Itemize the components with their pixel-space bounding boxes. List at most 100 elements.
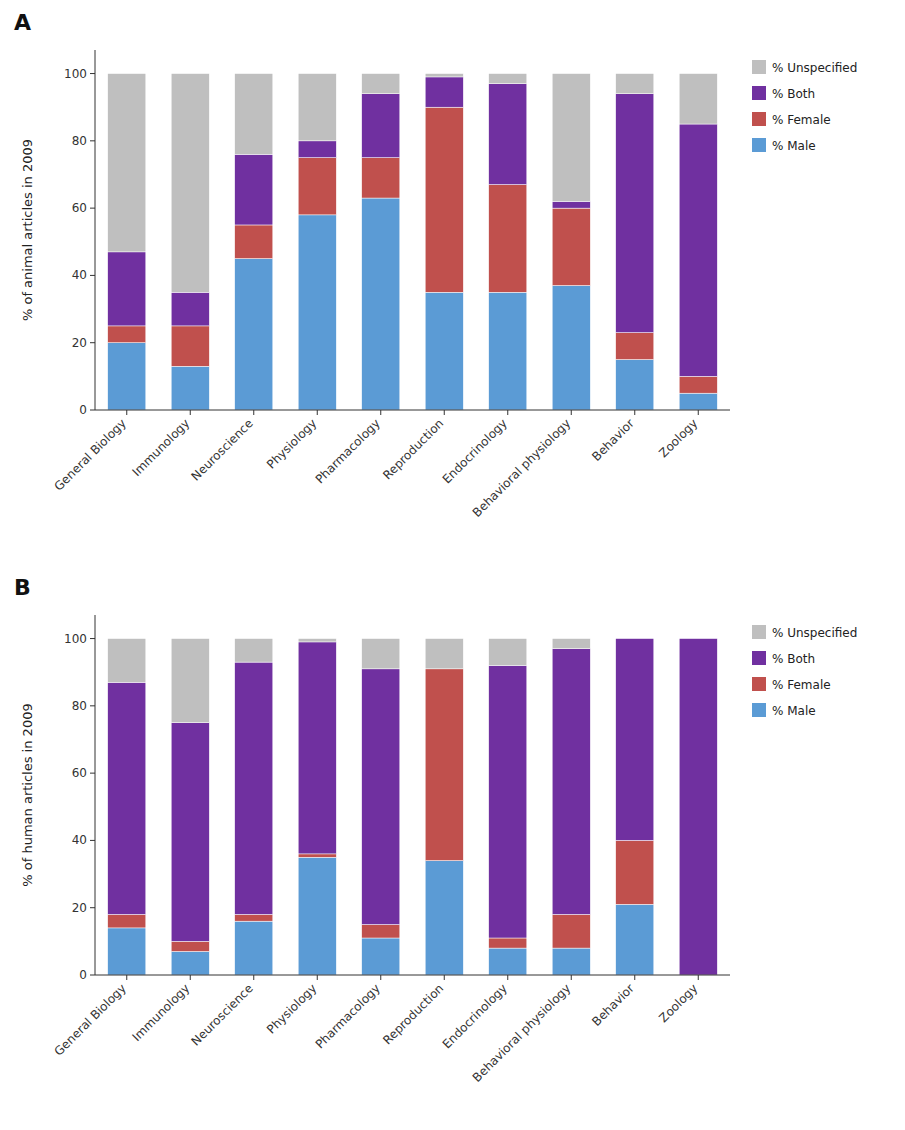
y-tick	[90, 73, 95, 74]
y-tick-label: 20	[72, 336, 87, 350]
x-tick-label: Pharmacology	[313, 981, 383, 1051]
x-tick-label: Behavioral physiology	[470, 416, 574, 520]
bar	[679, 638, 717, 639]
x-tick-label: Behavior	[589, 416, 637, 464]
x-tick	[380, 975, 381, 980]
y-tick	[90, 705, 95, 706]
legend-swatch	[752, 112, 766, 126]
y-tick	[90, 638, 95, 639]
y-tick	[90, 342, 95, 343]
y-tick	[90, 840, 95, 841]
bar	[616, 904, 654, 975]
bar	[425, 74, 463, 77]
bar	[298, 141, 336, 158]
bars	[108, 639, 718, 975]
y-tick	[90, 975, 95, 976]
x-tick	[571, 410, 572, 415]
bar	[235, 74, 273, 155]
bar	[552, 639, 590, 649]
bar	[171, 366, 209, 410]
y-tick-label: 100	[64, 67, 87, 81]
bar	[552, 948, 590, 975]
bar	[235, 921, 273, 975]
legend-label: % Female	[772, 113, 831, 127]
bar	[362, 74, 400, 94]
x-tick-label: Neuroscience	[189, 981, 256, 1048]
bar	[679, 74, 717, 124]
bar	[425, 107, 463, 292]
bar	[171, 74, 209, 293]
bar	[679, 639, 717, 975]
y-tick-label: 60	[72, 766, 87, 780]
y-tick-label: 80	[72, 699, 87, 713]
bar	[298, 642, 336, 854]
x-tick	[444, 410, 445, 415]
bar	[616, 360, 654, 410]
bar	[235, 154, 273, 225]
bar	[362, 925, 400, 938]
bar	[108, 326, 146, 343]
x-tick-label: Pharmacology	[313, 416, 383, 486]
y-tick-label: 40	[72, 833, 87, 847]
y-axis-line	[95, 615, 96, 975]
legend-swatch	[752, 677, 766, 691]
bar	[298, 74, 336, 141]
bar	[108, 74, 146, 252]
bar	[235, 914, 273, 921]
x-tick	[698, 975, 699, 980]
bar	[235, 639, 273, 663]
legend-swatch	[752, 651, 766, 665]
bar	[362, 639, 400, 669]
bar	[679, 124, 717, 376]
x-tick	[126, 975, 127, 980]
y-tick	[90, 773, 95, 774]
panel-label: B	[14, 575, 31, 600]
y-tick-label: 80	[72, 134, 87, 148]
y-tick	[90, 907, 95, 908]
y-tick-label: 0	[79, 968, 87, 982]
legend-label: % Both	[772, 87, 815, 101]
x-tick-label: Immunology	[130, 981, 193, 1044]
bar	[108, 252, 146, 326]
legend: % Unspecified% Both% Female% Male	[752, 625, 857, 718]
legend-label: % Unspecified	[772, 626, 857, 640]
bar	[298, 854, 336, 857]
bar	[108, 343, 146, 410]
x-tick-label: General Biology	[51, 981, 128, 1058]
x-tick-label: Zoology	[656, 416, 700, 460]
bar	[108, 928, 146, 975]
bar	[616, 74, 654, 94]
bar	[616, 639, 654, 841]
x-tick-label: General Biology	[51, 416, 128, 493]
bar	[552, 914, 590, 948]
bar	[298, 857, 336, 975]
bar	[362, 669, 400, 925]
x-tick-label: Neuroscience	[189, 416, 256, 483]
y-tick	[90, 275, 95, 276]
y-axis-line	[95, 50, 96, 410]
x-tick-label: Behavioral physiology	[470, 981, 574, 1085]
bar	[679, 376, 717, 393]
x-tick	[253, 975, 254, 980]
legend-swatch	[752, 138, 766, 152]
bar	[298, 158, 336, 215]
bar	[552, 201, 590, 208]
bar	[298, 639, 336, 642]
bar	[489, 639, 527, 666]
y-tick-label: 100	[64, 632, 87, 646]
bar	[171, 941, 209, 951]
bar	[425, 861, 463, 975]
y-axis-label: % of animal articles in 2009	[20, 139, 35, 321]
bar	[489, 74, 527, 84]
x-tick-label: Reproduction	[380, 981, 446, 1047]
x-tick	[634, 410, 635, 415]
y-tick	[90, 140, 95, 141]
y-tick	[90, 410, 95, 411]
y-tick	[90, 208, 95, 209]
bar	[616, 94, 654, 333]
x-tick	[634, 975, 635, 980]
y-tick-label: 0	[79, 403, 87, 417]
y-tick-label: 40	[72, 268, 87, 282]
x-tick	[317, 975, 318, 980]
bar	[171, 723, 209, 942]
